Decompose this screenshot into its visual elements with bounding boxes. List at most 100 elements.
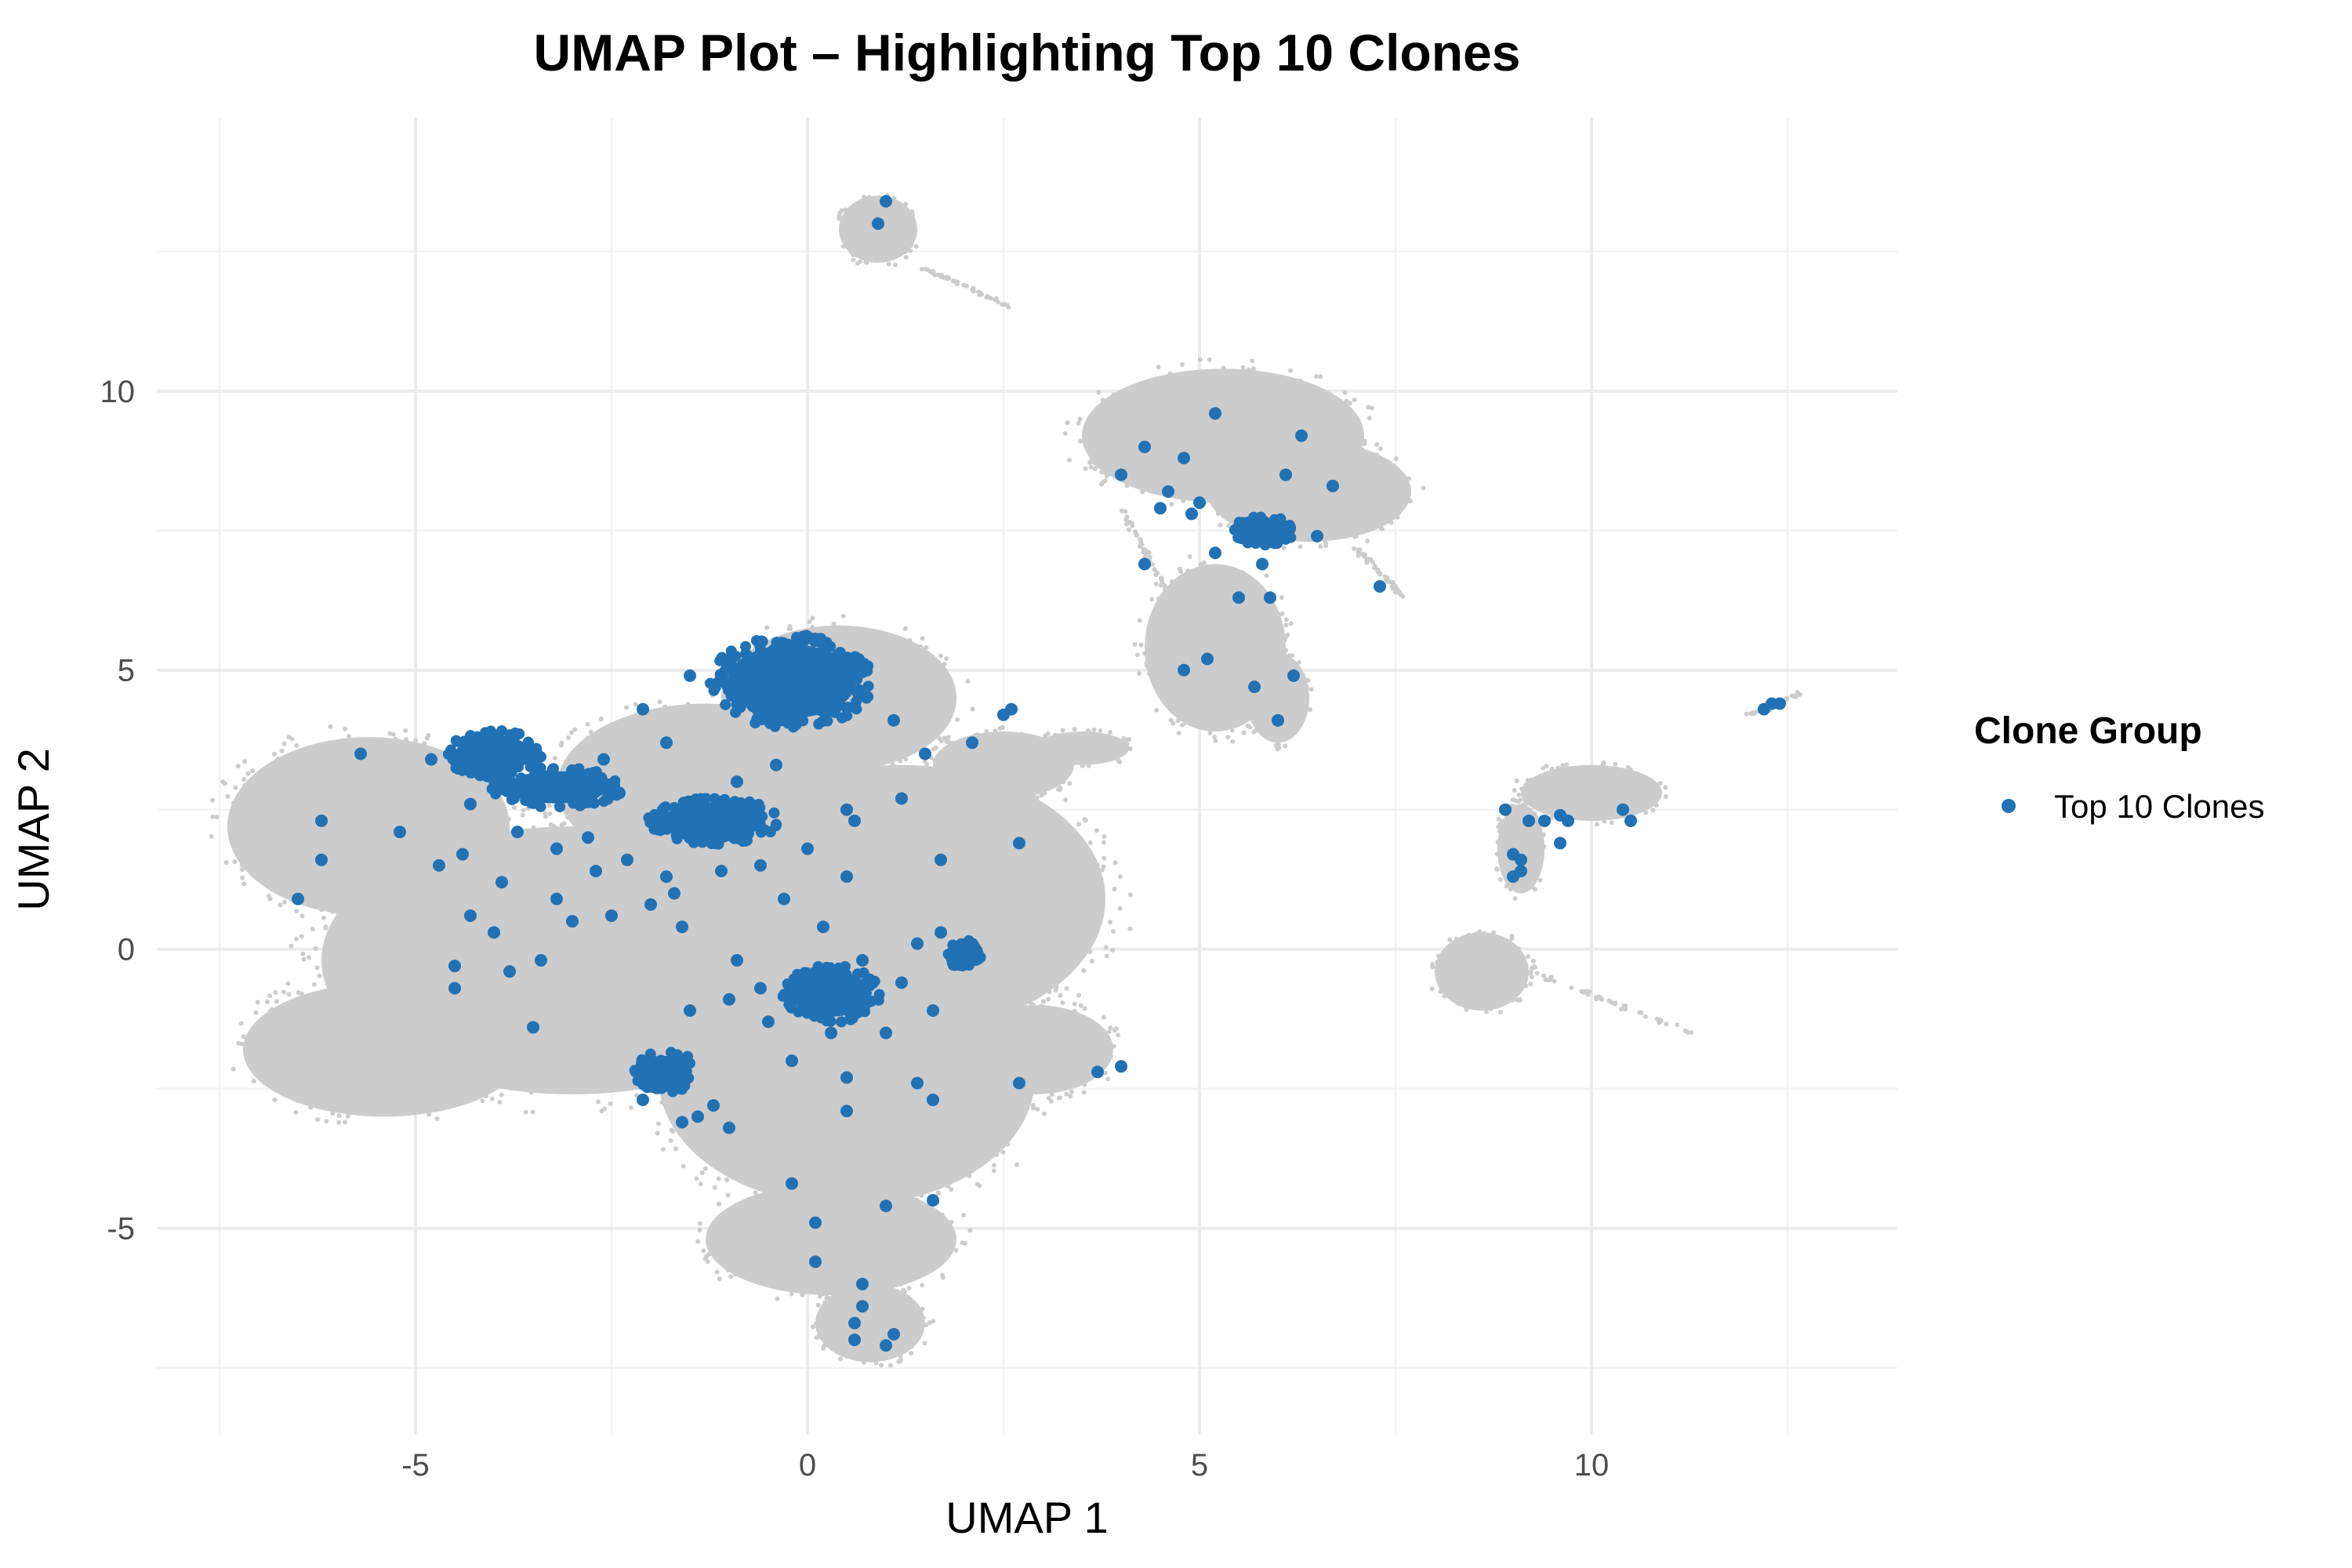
background-cell [1200,434,1206,440]
background-cell [1278,652,1283,657]
highlight-cell [487,743,499,755]
background-cell [853,788,858,793]
highlight-cell [927,1194,939,1207]
background-cell [1541,973,1547,978]
background-cell [810,615,815,621]
background-cell [923,1261,928,1266]
background-cell [1400,593,1406,599]
background-cell [1124,483,1130,488]
background-cell [274,999,279,1004]
background-cell [691,856,696,862]
background-cell [984,729,989,735]
background-cell [1055,786,1061,792]
background-cell [909,212,915,218]
background-cell [840,223,845,228]
background-cell [404,737,409,742]
background-cell [358,930,363,935]
background-cell [1035,1106,1040,1112]
highlight-cell [725,690,737,702]
background-cell [241,759,247,764]
background-cell [725,1267,731,1272]
background-cell [516,842,521,848]
background-cell [967,1228,973,1233]
background-cell [932,730,938,735]
background-cell [1089,958,1094,964]
background-cell [1213,738,1218,743]
background-cell [1168,717,1174,723]
background-cell [1142,651,1148,656]
background-cell [753,743,758,749]
background-cell [299,913,305,919]
background-cell [1258,590,1263,596]
background-cell [996,991,1002,996]
highlight-cell [771,641,783,652]
background-cell [869,1014,875,1020]
background-cell [1240,442,1246,448]
background-cell [1272,376,1278,381]
background-cell [347,1106,353,1112]
background-cell [935,1232,940,1237]
background-cell [953,1005,959,1011]
highlight-cell [1773,697,1786,710]
background-cell [901,1287,906,1293]
background-cell [1130,481,1135,486]
background-cell [426,749,432,754]
background-cell [1083,941,1089,946]
background-cell [1010,733,1015,739]
background-cell [1160,582,1166,587]
highlight-cell [812,961,824,973]
background-cell [1169,381,1174,387]
background-cell [942,662,947,667]
background-cell [1212,490,1218,495]
background-cell [293,936,299,942]
background-cell [1223,717,1229,723]
background-cell [470,993,476,998]
background-cell [865,256,870,262]
background-cell [416,990,422,996]
background-cell [548,822,554,827]
background-cell [737,968,742,974]
background-cell [1005,1142,1011,1147]
highlight-cell [1249,512,1261,524]
background-cell [543,811,548,816]
background-cell [769,1187,775,1192]
background-cell [1091,727,1097,732]
highlight-cell [605,909,618,922]
background-cell [724,955,730,960]
background-cell [913,244,919,249]
highlight-cell [728,818,740,829]
background-cell [1083,818,1088,823]
background-cell [690,1043,695,1048]
background-cell [1174,702,1180,708]
highlight-cell [763,688,775,700]
background-cell [474,1093,480,1098]
background-cell [324,1119,329,1124]
background-cell [892,251,898,256]
background-cell [331,982,336,988]
highlight-cell [707,815,719,827]
background-cell [1117,874,1123,880]
highlight-cell [1758,702,1770,716]
highlight-cell [845,985,857,996]
highlight-cell [775,671,786,683]
background-cell [921,739,927,744]
highlight-cell [730,706,742,718]
background-cell [591,733,597,739]
highlight-cell [691,1110,704,1123]
background-cell [535,1073,541,1079]
highlight-cell [1232,591,1245,604]
highlight-cell [642,1055,654,1067]
background-cell [818,1030,824,1036]
background-cell [717,1201,722,1207]
background-cell [904,1029,909,1034]
highlight-cell [862,681,874,692]
background-cell [1108,1025,1113,1031]
background-cell [697,1227,702,1232]
background-cell [706,901,712,906]
background-cell [1318,374,1323,379]
highlight-cell [660,736,673,750]
highlight-cell [1162,485,1174,498]
background-cell [1060,733,1065,739]
background-cell [598,717,604,722]
background-cell [749,1197,754,1203]
